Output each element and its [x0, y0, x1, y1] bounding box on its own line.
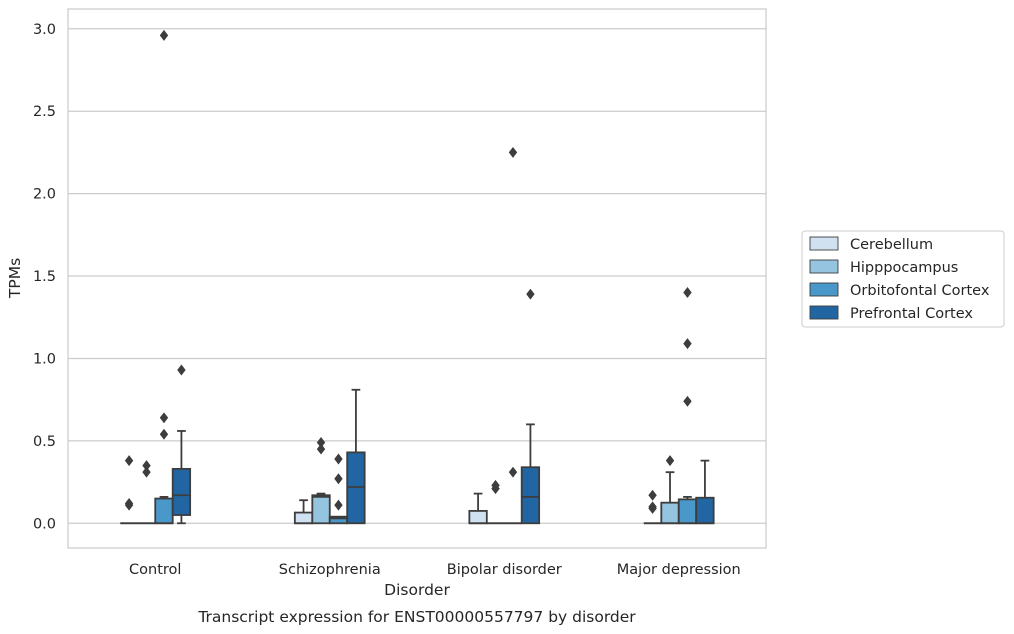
box-1-2: [328, 453, 349, 525]
y-tick-labels: 0.0 0.5 1.0 1.5 2.0 2.5 3.0: [33, 22, 56, 532]
box-3-0: [643, 489, 662, 525]
plot-background: [68, 9, 766, 548]
x-tick-label: Major depression: [617, 562, 741, 578]
box-0-2: [154, 29, 174, 525]
legend: Cerebellum Hipppocampus Orbitofontal Corte…: [801, 230, 1005, 328]
box-0-3: [171, 364, 192, 525]
y-tick-label: 2.0: [33, 187, 56, 203]
x-tick-label: Control: [129, 562, 181, 578]
outlier-point: [334, 473, 343, 485]
outlier-point: [316, 443, 326, 455]
outlier-point: [508, 146, 518, 158]
y-tick-label: 0.5: [33, 434, 56, 450]
y-axis-title: TPMs: [6, 258, 24, 299]
chart-caption: Transcript expression for ENST0000055779…: [197, 608, 636, 626]
outlier-point: [648, 489, 657, 501]
box-body: [660, 501, 680, 525]
y-tick-label: 2.5: [33, 104, 56, 120]
outlier-point: [124, 455, 134, 467]
box-1-3: [346, 388, 366, 525]
y-tick-label: 1.5: [33, 269, 56, 285]
outlier-point: [142, 460, 151, 472]
box-body: [677, 498, 698, 525]
outlier-point: [683, 395, 692, 407]
boxes: [120, 29, 715, 525]
outlier-point: [159, 29, 169, 41]
legend-swatch: [809, 282, 839, 297]
x-axis-title: Disorder: [384, 581, 450, 599]
box-2-0: [468, 492, 488, 525]
outlier-point: [648, 501, 657, 513]
plot-frame: [67, 8, 767, 549]
legend-frame: [801, 230, 1005, 328]
legend-swatch: [809, 259, 839, 274]
outlier-point: [683, 287, 692, 298]
outlier-point: [334, 499, 343, 511]
y-tick-label: 3.0: [33, 22, 56, 38]
outlier-point: [316, 437, 326, 448]
legend-label: Orbitofontal Cortex: [850, 283, 990, 299]
box-2-2: [504, 146, 522, 525]
outlier-point: [334, 453, 343, 465]
outlier-point: [124, 498, 134, 509]
outlier-point: [665, 455, 675, 467]
legend-swatch: [809, 236, 839, 251]
legend-label: Prefrontal Cortex: [850, 306, 973, 322]
outlier-point: [491, 479, 500, 491]
box-body: [311, 494, 331, 525]
box-0-1: [137, 460, 156, 525]
box-body: [520, 466, 541, 525]
box-3-2: [677, 287, 698, 525]
box-3-3: [695, 459, 715, 525]
outlier-point: [159, 428, 169, 440]
x-tick-label: Schizophrenia: [279, 562, 381, 578]
outlier-point: [159, 412, 169, 424]
box-body: [171, 467, 192, 516]
outlier-point: [177, 364, 186, 376]
outlier-point: [683, 338, 692, 350]
outlier-point: [526, 288, 535, 300]
legend-swatch: [809, 305, 839, 320]
box-1-1: [311, 437, 331, 525]
y-tick-label: 1.0: [33, 351, 56, 367]
box-body: [293, 511, 314, 525]
outlier-point: [142, 466, 151, 478]
box-body: [154, 497, 174, 525]
legend-label: Hipppocampus: [850, 260, 958, 276]
x-tick-label: Bipolar disorder: [447, 562, 562, 578]
gridlines: [68, 28, 766, 524]
box-2-3: [520, 288, 541, 525]
legend-label: Cerebellum: [850, 237, 933, 253]
box-0-0: [120, 455, 138, 525]
box-body: [695, 496, 715, 525]
x-tick-labels: Control Schizophrenia Bipolar disorder Majo…: [129, 562, 741, 578]
box-2-1: [486, 479, 505, 525]
y-tick-label: 0.0: [33, 516, 56, 532]
outlier-point: [508, 466, 518, 478]
box-body: [468, 510, 488, 525]
